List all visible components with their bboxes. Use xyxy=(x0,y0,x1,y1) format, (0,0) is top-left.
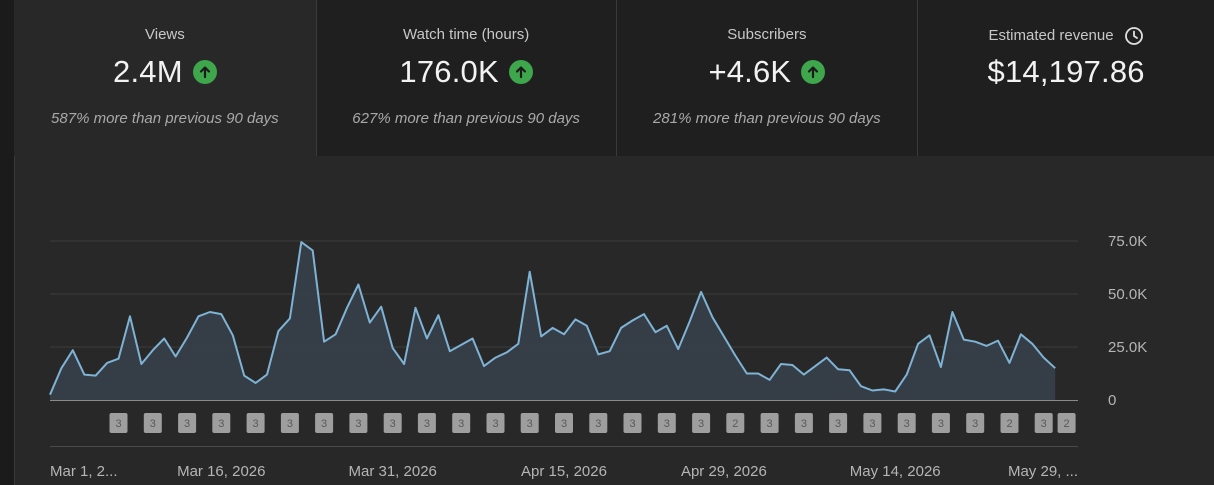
annotation-marker[interactable] xyxy=(726,413,745,433)
series-area xyxy=(50,242,1056,400)
annotation-marker-label: 3 xyxy=(664,418,670,430)
annotation-marker[interactable] xyxy=(555,413,573,433)
annotation-marker[interactable] xyxy=(349,413,368,433)
clock-icon xyxy=(1124,26,1144,46)
metric-delta: 627% more than previous 90 days xyxy=(352,110,580,127)
annotation-marker[interactable] xyxy=(1000,413,1019,433)
annotation-marker[interactable] xyxy=(623,413,642,433)
metric-card-subscribers[interactable]: Subscribers +4.6K 281% more than previou… xyxy=(616,0,918,156)
annotation-marker[interactable] xyxy=(109,413,128,433)
metric-card-views[interactable]: Views 2.4M 587% more than previous 90 da… xyxy=(14,0,316,156)
annotation-marker[interactable] xyxy=(143,413,162,433)
annotation-marker[interactable] xyxy=(178,413,197,433)
metric-value: 2.4M xyxy=(113,54,183,89)
annotation-marker-label: 3 xyxy=(527,418,533,430)
x-tick-labels: Mar 1, 2... Mar 16, 2026 Mar 31, 2026 Apr 1… xyxy=(50,463,1078,480)
annotation-marker-label: 3 xyxy=(972,418,978,430)
annotation-marker-label: 3 xyxy=(253,418,259,430)
annotation-marker-label: 2 xyxy=(1064,418,1070,430)
annotation-marker[interactable] xyxy=(1057,413,1076,433)
annotation-marker-label: 3 xyxy=(424,418,430,430)
annotation-marker-label: 2 xyxy=(1006,418,1012,430)
annotation-marker-label: 3 xyxy=(150,418,156,430)
annotation-marker-label: 3 xyxy=(115,418,121,430)
annotation-marker[interactable] xyxy=(417,413,436,433)
x-tick-label: Mar 31, 2026 xyxy=(349,463,437,480)
metric-card-revenue[interactable]: Estimated revenue $14,197.86 xyxy=(918,0,1214,156)
annotation-marker-label: 3 xyxy=(1041,418,1047,430)
annotation-marker-label: 3 xyxy=(869,418,875,430)
metric-value: +4.6K xyxy=(708,54,792,89)
annotation-marker-label: 3 xyxy=(492,418,498,430)
annotation-marker[interactable] xyxy=(1034,413,1053,433)
metric-delta: 587% more than previous 90 days xyxy=(51,110,279,127)
x-tick-label: May 14, 2026 xyxy=(850,463,941,480)
y-tick-label: 25.0K xyxy=(1108,339,1147,356)
x-tick-label: Mar 1, 2... xyxy=(50,463,118,480)
metric-value: 176.0K xyxy=(399,54,499,89)
annotation-marker[interactable] xyxy=(692,413,711,433)
annotation-marker-label: 3 xyxy=(390,418,396,430)
annotation-marker-label: 3 xyxy=(458,418,464,430)
annotation-marker[interactable] xyxy=(383,413,402,433)
annotation-marker-label: 3 xyxy=(218,418,224,430)
annotation-marker-label: 3 xyxy=(835,418,841,430)
metric-label: Estimated revenue xyxy=(918,26,1214,46)
annotation-marker[interactable] xyxy=(520,413,539,433)
annotation-marker[interactable] xyxy=(863,413,882,433)
metric-value: $14,197.86 xyxy=(987,54,1145,89)
annotation-marker[interactable] xyxy=(315,413,334,433)
annotation-marker[interactable] xyxy=(657,413,676,433)
annotation-marker-label: 3 xyxy=(184,418,190,430)
annotation-marker[interactable] xyxy=(212,413,231,433)
annotation-marker[interactable] xyxy=(794,413,813,433)
annotation-marker[interactable] xyxy=(452,413,471,433)
metric-card-watch-time[interactable]: Watch time (hours) 176.0K 627% more than… xyxy=(316,0,616,156)
annotation-marker-label: 3 xyxy=(698,418,704,430)
annotation-marker-label: 2 xyxy=(732,418,738,430)
metric-label: Subscribers xyxy=(727,26,807,43)
y-tick-label: 50.0K xyxy=(1108,286,1147,303)
annotation-marker-label: 3 xyxy=(801,418,807,430)
metric-label-text: Estimated revenue xyxy=(988,26,1114,44)
arrow-up-icon xyxy=(801,60,826,84)
arrow-up-icon xyxy=(192,60,217,84)
annotation-marker[interactable] xyxy=(931,413,950,433)
metric-delta: 281% more than previous 90 days xyxy=(653,110,881,127)
metric-label: Watch time (hours) xyxy=(403,26,530,43)
annotation-marker-label: 3 xyxy=(287,418,293,430)
annotation-marker[interactable] xyxy=(246,413,265,433)
annotation-marker[interactable] xyxy=(897,413,916,433)
arrow-up-icon xyxy=(508,60,533,84)
metric-label: Views xyxy=(145,26,185,43)
annotation-marker[interactable] xyxy=(829,413,848,433)
series-line[interactable] xyxy=(49,241,1056,396)
y-tick-label: 0 xyxy=(1108,392,1116,409)
x-tick-label: Mar 16, 2026 xyxy=(177,463,265,480)
annotation-marker[interactable] xyxy=(966,413,985,433)
annotation-marker[interactable] xyxy=(280,413,299,433)
annotation-marker-label: 3 xyxy=(561,418,567,430)
y-tick-label: 75.0K xyxy=(1108,233,1147,250)
annotation-marker[interactable] xyxy=(760,413,779,433)
y-tick-labels: 75.0K 50.0K 25.0K 0 xyxy=(1108,233,1147,409)
annotation-marker-label: 3 xyxy=(767,418,773,430)
annotation-marker[interactable] xyxy=(589,413,608,433)
x-tick-label: Apr 15, 2026 xyxy=(521,463,607,480)
annotation-marker-label: 3 xyxy=(355,418,361,430)
annotation-marker-label: 3 xyxy=(938,418,944,430)
x-tick-label: May 29, ... xyxy=(1008,463,1078,480)
metric-cards: Views 2.4M 587% more than previous 90 da… xyxy=(14,0,1214,156)
annotation-marker-label: 3 xyxy=(595,418,601,430)
annotation-marker-label: 3 xyxy=(321,418,327,430)
annotation-marker-label: 3 xyxy=(629,418,635,430)
annotation-markers: 3 3 3 3 3 3 3 3 3 3 3 3 3 3 3 3 3 3 2 3 3 3 3 3 3 3 2 3 2 xyxy=(109,413,1076,433)
x-tick-label: Apr 29, 2026 xyxy=(681,463,767,480)
annotation-marker-label: 3 xyxy=(904,418,910,430)
annotation-marker[interactable] xyxy=(486,413,505,433)
